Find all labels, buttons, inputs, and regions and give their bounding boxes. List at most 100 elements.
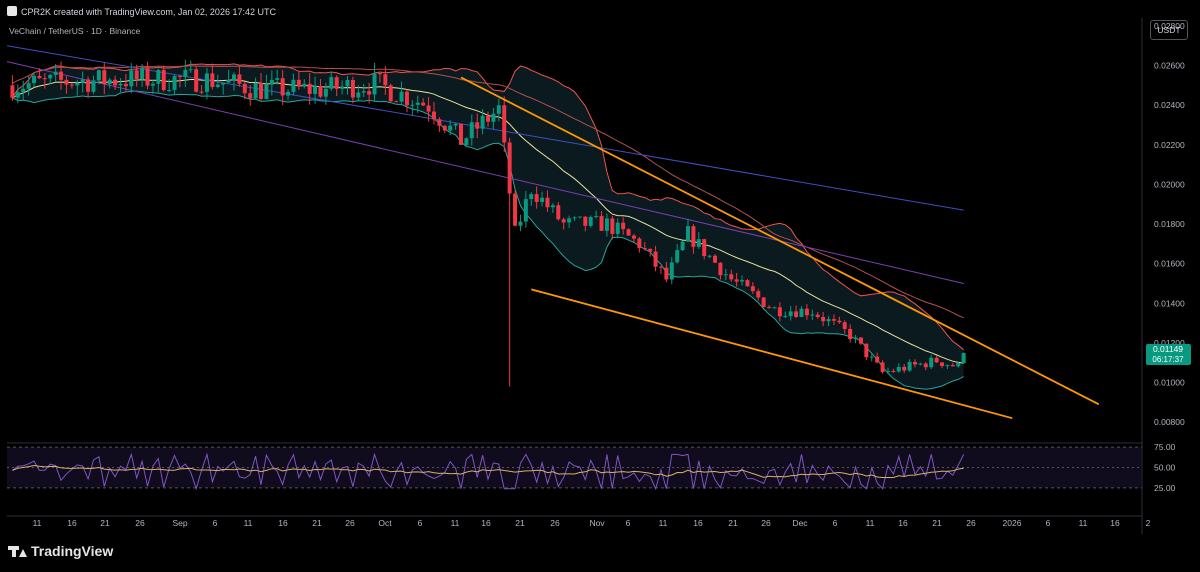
- candle-body: [896, 366, 901, 372]
- candle-body: [140, 68, 145, 80]
- candle-body: [42, 78, 47, 80]
- rsi-ma-line: [12, 464, 964, 478]
- candle-body: [588, 216, 593, 226]
- time-tick-label: 26: [761, 518, 771, 528]
- candle-body: [653, 251, 658, 267]
- candle-body: [750, 286, 755, 292]
- candle-body: [37, 75, 42, 79]
- candle-body: [75, 82, 80, 86]
- candle-body: [426, 105, 431, 112]
- time-tick-label: 16: [278, 518, 288, 528]
- candle-body: [669, 262, 674, 280]
- time-tick-label: 26: [135, 518, 145, 528]
- wedge-trendlines[interactable]: [460, 76, 1100, 420]
- candle-body: [459, 123, 463, 145]
- time-tick-label: 11: [659, 518, 668, 528]
- candle-body: [388, 85, 393, 102]
- candle-body: [626, 229, 631, 236]
- candle-body: [237, 74, 242, 84]
- rsi-tick-label: 75.00: [1154, 442, 1176, 452]
- candle-body: [226, 79, 231, 83]
- wedge-upper-trendline: [460, 76, 1100, 406]
- candle-body: [232, 74, 236, 80]
- candle-body: [599, 216, 604, 231]
- candle-body: [215, 84, 220, 87]
- candle-body: [199, 91, 204, 93]
- candle-body: [810, 314, 815, 316]
- price-tick-label: 0.01800: [1154, 219, 1185, 229]
- candle-body: [902, 366, 907, 371]
- bb-upper-line: [11, 63, 964, 351]
- attribution-header: CPR2K created with TradingView.com, Jan …: [7, 6, 276, 17]
- time-tick-label: Nov: [589, 518, 605, 528]
- rsi-line: [12, 452, 965, 491]
- candle-body: [950, 365, 955, 367]
- candle-body: [480, 115, 485, 129]
- time-tick-label: 16: [693, 518, 703, 528]
- candle-body: [702, 239, 707, 257]
- candle-body: [15, 92, 20, 98]
- time-tick-label: 6: [1046, 518, 1051, 528]
- price-tick-label: 0.02200: [1154, 140, 1185, 150]
- price-tick-label: 0.01000: [1154, 378, 1185, 388]
- candle-body: [437, 119, 442, 126]
- last-price-value: 0.01149: [1153, 344, 1183, 354]
- candle-body: [259, 83, 264, 99]
- candle-body: [956, 363, 961, 367]
- candle-body: [729, 274, 734, 280]
- attribution-text: CPR2K created with TradingView.com, Jan …: [21, 7, 276, 17]
- candle-body: [842, 322, 847, 329]
- time-tick-label: 16: [898, 518, 908, 528]
- candle-body: [815, 314, 820, 318]
- candle-body: [945, 365, 950, 367]
- time-tick-label: 11: [1079, 518, 1088, 528]
- price-tick-label: 0.01600: [1154, 259, 1185, 269]
- candle-body: [799, 308, 804, 317]
- candle-body: [880, 362, 885, 372]
- candle-body: [604, 218, 609, 231]
- candle-body: [275, 78, 280, 80]
- axes: 0.02800 0.02600 0.02400 0.02200 0.02000 0.018…: [33, 21, 1191, 528]
- candle-body: [658, 266, 663, 268]
- candle-body: [713, 255, 718, 263]
- candle-body: [361, 91, 366, 93]
- candle-body: [96, 70, 101, 81]
- candle-body: [399, 91, 404, 102]
- candle-body: [183, 69, 188, 78]
- candle-body: [442, 125, 447, 131]
- candle-body: [177, 76, 182, 78]
- time-tick-label: 16: [67, 518, 77, 528]
- candle-body: [253, 83, 258, 99]
- candle-body: [534, 194, 539, 202]
- candle-body: [188, 69, 193, 71]
- candle-body: [637, 238, 642, 249]
- rsi-tick-label: 25.00: [1154, 483, 1176, 493]
- rsi-tick-label: 50.00: [1154, 463, 1176, 473]
- tradingview-logo-icon: [7, 6, 17, 16]
- candle-body: [680, 241, 685, 251]
- candle-body: [502, 105, 507, 143]
- candle-body: [540, 197, 545, 202]
- candle-body: [280, 78, 285, 96]
- candle-body: [561, 219, 566, 223]
- candle-body: [10, 85, 15, 98]
- price-tick-label: 0.02400: [1154, 100, 1185, 110]
- candle-body: [264, 84, 269, 99]
- candle-body: [296, 79, 301, 87]
- time-tick-label: 6: [626, 518, 631, 528]
- currency-button[interactable]: USDT: [1150, 20, 1188, 40]
- candle-body: [161, 69, 166, 90]
- candle-body: [318, 86, 323, 97]
- candle-body: [172, 76, 177, 90]
- candle-body: [940, 362, 945, 366]
- time-tick-label: 2026: [1003, 518, 1022, 528]
- time-tick-label: 16: [481, 518, 491, 528]
- candle-body: [550, 205, 555, 208]
- time-tick-label: Dec: [792, 518, 808, 528]
- candle-body: [891, 371, 896, 373]
- candle-body: [853, 337, 858, 340]
- candle-body: [631, 235, 636, 239]
- candle-body: [577, 216, 582, 218]
- price-tick-label: 0.00800: [1154, 417, 1185, 427]
